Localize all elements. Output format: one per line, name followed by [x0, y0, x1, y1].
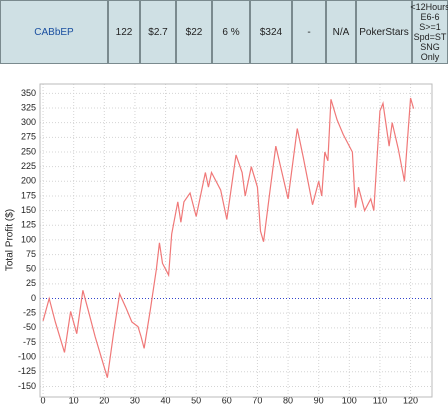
table-row: CABbEP 122 $2.7 $22 6 % $324- N/A PokerStars <12…: [0, 0, 448, 64]
table-cell: $324: [250, 0, 292, 64]
table-cell: -: [292, 0, 326, 64]
x-tick-label: 10: [69, 395, 79, 405]
y-tick-label: 175: [21, 190, 36, 200]
x-tick-label: 40: [161, 395, 171, 405]
x-tick-label: 60: [222, 395, 232, 405]
y-tick-label: 100: [21, 234, 36, 244]
x-tick-label: 70: [252, 395, 262, 405]
y-tick-label: 75: [26, 249, 36, 259]
y-tick-label: -125: [18, 366, 36, 376]
x-tick-label: 20: [99, 395, 109, 405]
table-cell: 122: [108, 0, 140, 64]
y-tick-label: -150: [18, 381, 36, 391]
x-tick-label: 90: [314, 395, 324, 405]
y-axis-label: Total Profit ($): [5, 209, 16, 271]
filter-line: <12Hours: [410, 2, 448, 12]
filter-line: Only: [420, 52, 440, 62]
filter-cell: <12Hours E6-6 S>=1 Spd=ST SNG Only: [410, 0, 448, 64]
x-tick-label: 50: [191, 395, 201, 405]
table-cell: $22: [176, 0, 212, 64]
table-cell: PokerStars: [356, 0, 412, 64]
y-tick-label: -25: [23, 308, 36, 318]
filter-line: E6-6: [420, 12, 440, 22]
table-cell: N/A: [326, 0, 356, 64]
y-tick-label: 225: [21, 161, 36, 171]
filter-line: Spd=ST: [413, 32, 447, 42]
x-tick-label: 30: [130, 395, 140, 405]
x-tick-label: 110: [373, 395, 387, 405]
y-tick-label: 250: [21, 146, 36, 156]
y-tick-label: 0: [31, 293, 36, 303]
y-tick-label: 125: [21, 220, 36, 230]
plot-frame: [39, 83, 433, 398]
table-cell: 6 %: [212, 0, 250, 64]
x-tick-label: 120: [403, 395, 418, 405]
x-tick-label: 100: [342, 395, 357, 405]
profit-line: [42, 97, 415, 378]
player-link[interactable]: CABbEP: [0, 0, 108, 64]
y-tick-label: 50: [26, 264, 36, 274]
y-tick-label: 25: [26, 278, 36, 288]
y-tick-label: 275: [21, 132, 36, 142]
y-tick-label: 300: [21, 117, 36, 127]
filter-line: SNG: [420, 42, 440, 52]
table-cell: $2.7: [140, 0, 176, 64]
x-tick-label: 0: [41, 395, 46, 405]
y-tick-label: 200: [21, 176, 36, 186]
y-tick-label: 150: [21, 205, 36, 215]
y-tick-label: -75: [23, 337, 36, 347]
x-tick-label: 80: [283, 395, 293, 405]
y-tick-label: -100: [18, 352, 36, 362]
y-tick-label: 350: [21, 88, 36, 98]
y-tick-label: -50: [23, 322, 36, 332]
y-tick-label: 325: [21, 102, 36, 112]
filter-line: S>=1: [419, 22, 441, 32]
